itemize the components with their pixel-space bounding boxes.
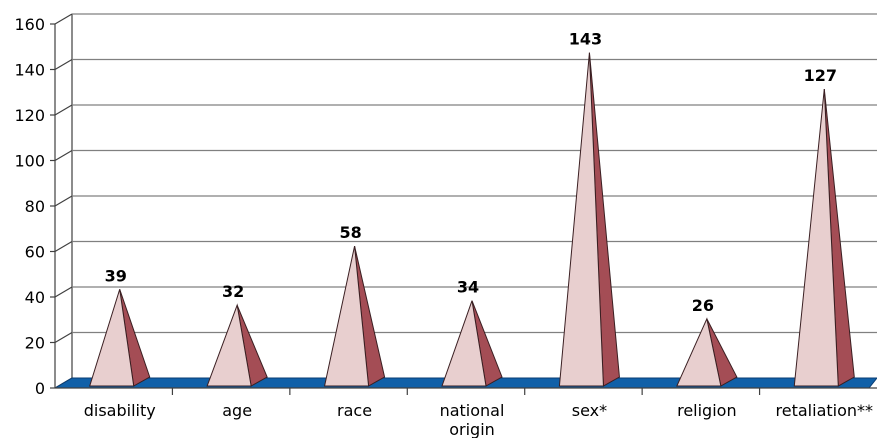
- side-wall-line: [54, 104, 73, 116]
- y-tick-label: 100: [14, 152, 45, 171]
- pyramid-bar: [89, 289, 151, 387]
- data-label: 58: [339, 223, 361, 242]
- side-wall-line: [54, 13, 73, 25]
- x-tick-label-line: race: [337, 401, 372, 420]
- pyramids: [89, 52, 855, 387]
- y-tick-label: 20: [25, 334, 45, 353]
- x-tick-label: national origin: [440, 401, 505, 438]
- labels: 39 32 58 34 143 26 127 disability age race nationa…: [84, 30, 873, 438]
- gridlines: [54, 13, 877, 389]
- x-tick-label: race: [337, 401, 372, 420]
- pyramid-bar: [206, 303, 268, 387]
- side-wall-line: [54, 286, 73, 298]
- x-tick-label: age: [222, 401, 252, 420]
- data-label: 127: [804, 66, 837, 85]
- data-label: 26: [692, 296, 714, 315]
- pyramid-front-face: [323, 245, 370, 387]
- side-wall-line: [54, 331, 73, 344]
- y-axis: 0 20 40 60 80 100 120 140 160: [14, 15, 877, 398]
- x-tick-label: sex*: [572, 401, 607, 420]
- pyramid-bar: [676, 317, 738, 387]
- y-tick-label: 0: [35, 379, 45, 398]
- pyramid-bar: [323, 245, 386, 387]
- x-tick-label-line: origin: [449, 420, 495, 438]
- pyramid-front-face: [441, 300, 487, 387]
- y-tick-label: 40: [25, 288, 45, 307]
- y-tick-label: 60: [25, 243, 45, 262]
- x-tick-label-line: national: [440, 401, 505, 420]
- y-tick-label: 120: [14, 106, 45, 125]
- side-wall-line: [54, 149, 73, 162]
- pyramid-front-face: [89, 289, 135, 387]
- y-tick-label: 160: [14, 15, 45, 34]
- data-label: 32: [222, 282, 244, 301]
- x-tick-label-line: religion: [677, 401, 737, 420]
- pyramid-front-face: [676, 317, 722, 387]
- x-tick-label: retaliation**: [776, 401, 874, 420]
- x-tick-label-line: retaliation**: [776, 401, 874, 420]
- side-wall-line: [54, 195, 73, 207]
- x-tick-label-line: sex*: [572, 401, 607, 420]
- side-wall-line: [54, 240, 73, 253]
- x-tick-label: religion: [677, 401, 737, 420]
- pyramid-bar: [441, 300, 503, 387]
- side-wall-line: [54, 58, 73, 71]
- x-tick-label-line: disability: [84, 401, 156, 420]
- y-tick-label: 80: [25, 197, 45, 216]
- x-tick-label-line: age: [222, 401, 252, 420]
- pyramid-front-face: [793, 89, 839, 387]
- pyramid-bar: [793, 89, 855, 387]
- data-label: 143: [569, 30, 602, 49]
- y-tick-label: 140: [14, 61, 45, 80]
- data-label: 34: [457, 278, 479, 297]
- x-tick-label: disability: [84, 401, 156, 420]
- pyramid-bar: [558, 52, 620, 387]
- pyramid-front-face: [558, 52, 604, 387]
- data-label: 39: [105, 266, 127, 285]
- pyramid-front-face: [206, 303, 252, 387]
